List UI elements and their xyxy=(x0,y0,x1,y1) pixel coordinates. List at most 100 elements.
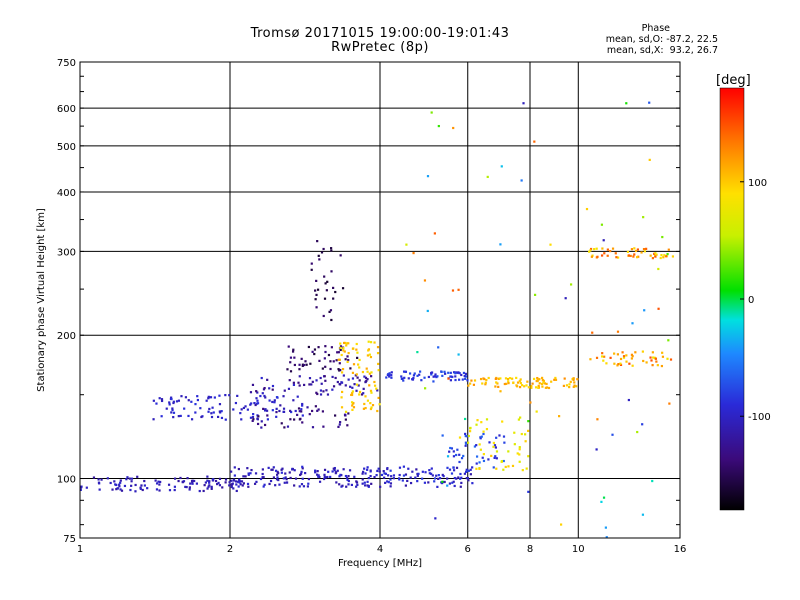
data-point xyxy=(318,258,321,261)
data-point xyxy=(641,350,644,353)
data-point xyxy=(352,363,356,366)
data-point xyxy=(160,415,163,418)
data-point xyxy=(298,375,301,378)
data-point xyxy=(338,362,341,365)
data-point xyxy=(120,489,124,492)
data-point xyxy=(316,392,319,396)
data-point xyxy=(337,351,340,354)
data-point xyxy=(606,248,609,251)
data-point xyxy=(494,446,498,449)
data-point xyxy=(502,459,505,463)
data-point xyxy=(401,479,404,482)
y-tick-label: 750 xyxy=(57,58,76,69)
data-point xyxy=(170,411,173,414)
data-point xyxy=(362,407,366,410)
data-point xyxy=(373,341,376,344)
data-point xyxy=(139,487,142,490)
data-point xyxy=(537,378,540,381)
data-point xyxy=(85,486,88,489)
data-point xyxy=(478,443,481,446)
data-point xyxy=(278,483,281,486)
data-point xyxy=(285,478,288,481)
data-point xyxy=(314,405,317,408)
data-point xyxy=(331,375,334,379)
data-point xyxy=(271,468,274,471)
data-point xyxy=(515,376,518,380)
data-point xyxy=(460,476,463,479)
data-point xyxy=(383,472,386,475)
data-point xyxy=(619,357,623,361)
data-point xyxy=(371,404,375,407)
data-point xyxy=(342,374,345,377)
data-point xyxy=(518,448,521,451)
data-point xyxy=(472,383,476,386)
data-point xyxy=(516,381,520,384)
data-point xyxy=(251,419,254,422)
data-point xyxy=(467,384,470,387)
data-point xyxy=(497,385,500,388)
data-point xyxy=(340,406,344,409)
data-point xyxy=(664,255,668,258)
data-point xyxy=(460,481,463,485)
data-point xyxy=(433,480,436,483)
data-point xyxy=(632,255,635,258)
data-point xyxy=(450,375,453,378)
data-point xyxy=(218,410,221,413)
data-point xyxy=(355,348,358,351)
data-point xyxy=(116,487,119,490)
data-point xyxy=(361,478,364,481)
data-point xyxy=(427,375,430,379)
data-point xyxy=(182,480,186,483)
data-point xyxy=(657,267,660,271)
data-point xyxy=(263,386,266,390)
data-point xyxy=(317,254,320,257)
data-point xyxy=(97,481,101,484)
data-point xyxy=(303,383,306,387)
data-point xyxy=(263,394,266,398)
data-point xyxy=(341,390,344,394)
data-point xyxy=(518,453,521,456)
data-point xyxy=(452,371,456,374)
data-point xyxy=(402,474,406,477)
data-point xyxy=(289,361,292,364)
data-point xyxy=(459,472,462,476)
data-point xyxy=(261,468,264,471)
data-point xyxy=(300,472,303,475)
data-point xyxy=(481,382,484,385)
data-point xyxy=(332,286,335,290)
data-point xyxy=(518,460,521,463)
data-point xyxy=(507,382,510,385)
data-point xyxy=(238,478,241,481)
data-point xyxy=(356,356,359,359)
data-point xyxy=(358,366,361,369)
data-point xyxy=(427,481,430,484)
data-point xyxy=(605,536,608,539)
data-point xyxy=(460,457,464,460)
data-point xyxy=(593,248,596,251)
data-point xyxy=(247,472,250,475)
data-point xyxy=(130,480,133,483)
data-point xyxy=(492,466,495,469)
data-point xyxy=(451,289,455,292)
data-point xyxy=(358,393,361,396)
data-point xyxy=(98,488,101,491)
x-tick-label: 4 xyxy=(377,544,383,555)
data-point xyxy=(262,407,265,410)
data-point xyxy=(487,458,490,461)
data-point xyxy=(573,381,576,384)
data-point xyxy=(595,356,599,359)
data-point xyxy=(493,456,496,459)
data-point xyxy=(631,364,634,367)
data-point xyxy=(308,383,311,386)
data-point xyxy=(430,467,433,470)
data-point xyxy=(651,351,654,354)
data-point xyxy=(188,488,191,491)
data-point xyxy=(347,358,350,362)
data-point xyxy=(479,448,482,451)
data-point xyxy=(369,470,372,473)
data-point xyxy=(384,481,387,484)
data-point xyxy=(643,309,646,312)
data-point xyxy=(224,418,227,421)
data-point xyxy=(273,399,276,402)
data-point xyxy=(490,454,493,457)
